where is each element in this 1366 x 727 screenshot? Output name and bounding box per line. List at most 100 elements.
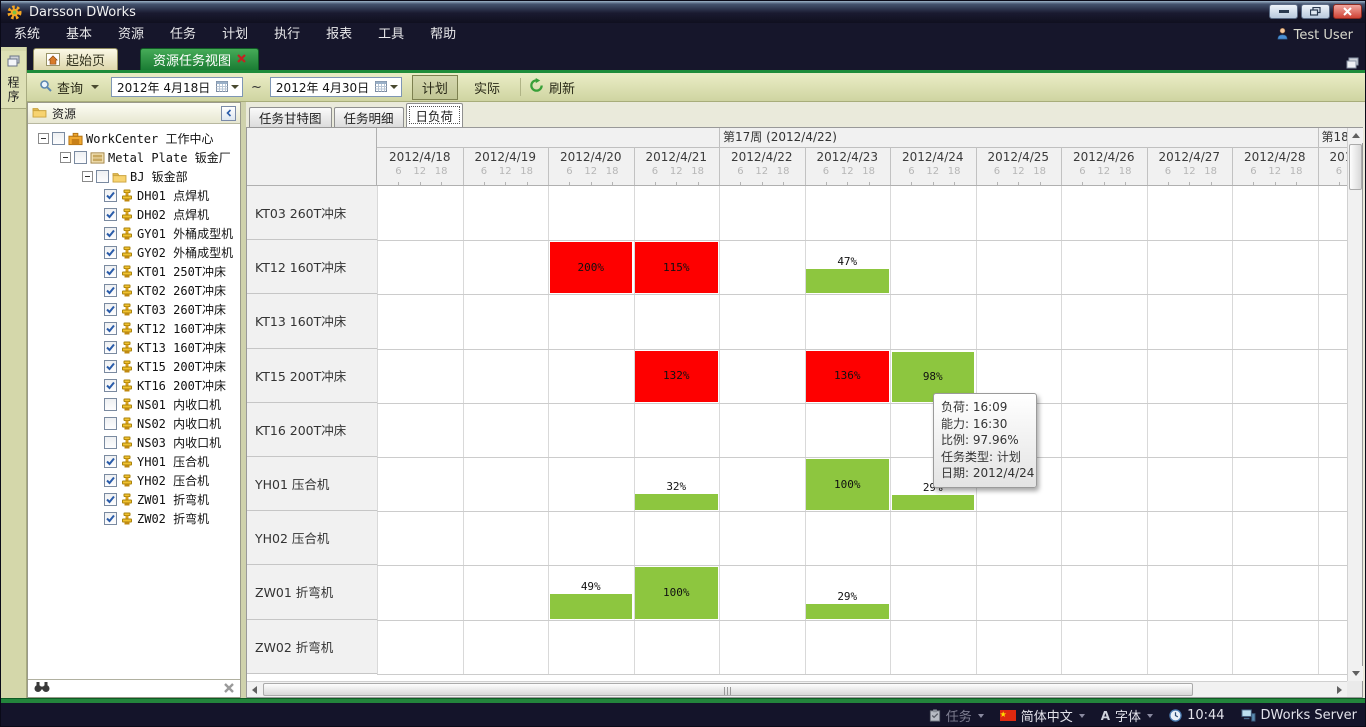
tree-checkbox[interactable] xyxy=(104,417,117,430)
tree-item[interactable]: KT01 250T冲床 xyxy=(28,262,240,281)
tree-item[interactable]: NS03 内收口机 xyxy=(28,433,240,452)
tree-item[interactable]: NS02 内收口机 xyxy=(28,414,240,433)
tree-item[interactable]: ZW01 折弯机 xyxy=(28,490,240,509)
vertical-scroll-thumb[interactable] xyxy=(1349,144,1362,190)
scroll-down-icon[interactable] xyxy=(1348,666,1363,681)
scroll-up-icon[interactable] xyxy=(1348,128,1363,143)
menu-item[interactable]: 工具 xyxy=(378,27,405,42)
date-to-input[interactable]: 2012年 4月30日 xyxy=(269,77,402,97)
tree-item[interactable]: GY02 外桶成型机 xyxy=(28,243,240,262)
tree-checkbox[interactable] xyxy=(74,151,87,164)
program-panel-tab[interactable]: 程序 xyxy=(1,51,26,109)
load-bar[interactable] xyxy=(806,459,889,511)
tree-item[interactable]: Metal Plate 钣金厂 xyxy=(28,148,240,167)
tree-checkbox[interactable] xyxy=(104,455,117,468)
tree-checkbox[interactable] xyxy=(104,493,117,506)
menu-item[interactable]: 基本 xyxy=(66,27,93,42)
load-bar[interactable] xyxy=(806,603,889,619)
tree-checkbox[interactable] xyxy=(104,360,117,373)
tree-item[interactable]: WorkCenter 工作中心 xyxy=(28,129,240,148)
tree-checkbox[interactable] xyxy=(104,398,117,411)
tree-checkbox[interactable] xyxy=(104,436,117,449)
tree-checkbox[interactable] xyxy=(104,379,117,392)
tree-checkbox[interactable] xyxy=(104,246,117,259)
tree-checkbox[interactable] xyxy=(104,341,117,354)
tree-checkbox[interactable] xyxy=(104,474,117,487)
close-tab-icon[interactable] xyxy=(237,52,246,67)
close-button[interactable] xyxy=(1333,4,1362,19)
menu-item[interactable]: 帮助 xyxy=(430,27,457,42)
tab-resource-task-view[interactable]: 资源任务视图 xyxy=(140,48,260,70)
tree-item[interactable]: KT02 260T冲床 xyxy=(28,281,240,300)
tree-item[interactable]: DH01 点焊机 xyxy=(28,186,240,205)
scroll-right-icon[interactable] xyxy=(1332,682,1347,697)
search-button[interactable]: 查询 xyxy=(27,78,107,97)
load-bar[interactable] xyxy=(635,242,718,294)
tree-checkbox[interactable] xyxy=(104,284,117,297)
load-bar[interactable] xyxy=(635,350,718,402)
tree-checkbox[interactable] xyxy=(52,132,65,145)
load-bar[interactable] xyxy=(549,593,632,619)
tree-checkbox[interactable] xyxy=(104,512,117,525)
panel-close-icon[interactable] xyxy=(224,682,234,696)
tree-item[interactable]: KT03 260T冲床 xyxy=(28,300,240,319)
tree-item[interactable]: KT16 200T冲床 xyxy=(28,376,240,395)
load-bar[interactable] xyxy=(549,242,632,294)
tree-item[interactable]: ZW02 折弯机 xyxy=(28,509,240,528)
actual-mode-button[interactable]: 实际 xyxy=(473,81,500,97)
status-item[interactable]: 任务 xyxy=(929,706,984,725)
tree-checkbox[interactable] xyxy=(104,265,117,278)
tree-item[interactable]: KT15 200T冲床 xyxy=(28,357,240,376)
load-bar[interactable] xyxy=(635,493,718,511)
tree-checkbox[interactable] xyxy=(104,208,117,221)
collapse-left-icon[interactable] xyxy=(221,105,236,121)
status-item[interactable]: A 字体 xyxy=(1101,706,1154,725)
refresh-button[interactable]: 刷新 xyxy=(529,77,575,97)
status-item[interactable]: 简体中文 xyxy=(999,706,1085,725)
horizontal-scrollbar[interactable] xyxy=(247,681,1347,697)
collapse-node-icon[interactable] xyxy=(60,152,71,163)
tree-checkbox[interactable] xyxy=(104,227,117,240)
load-bar[interactable] xyxy=(806,350,889,402)
vertical-scrollbar[interactable] xyxy=(1347,128,1363,681)
row-divider xyxy=(377,511,1347,513)
scroll-left-icon[interactable] xyxy=(247,682,262,697)
tree-checkbox[interactable] xyxy=(104,322,117,335)
tree-item[interactable]: BJ 钣金部 xyxy=(28,167,240,186)
menu-item[interactable]: 执行 xyxy=(274,27,301,42)
collapse-node-icon[interactable] xyxy=(38,133,49,144)
tree-item[interactable]: NS01 内收口机 xyxy=(28,395,240,414)
tree-item[interactable]: YH02 压合机 xyxy=(28,471,240,490)
collapse-node-icon[interactable] xyxy=(82,171,93,182)
load-bar[interactable] xyxy=(806,269,889,294)
panel-splitter[interactable] xyxy=(241,102,246,698)
menu-item[interactable]: 资源 xyxy=(118,27,145,42)
binoculars-icon[interactable] xyxy=(34,681,50,696)
tab-daily-load[interactable]: 日负荷 xyxy=(405,103,464,127)
user-badge[interactable]: Test User xyxy=(1276,23,1353,47)
menu-item[interactable]: 系统 xyxy=(14,27,41,42)
tab-task-detail[interactable]: 任务明细 xyxy=(333,107,404,127)
tab-home-page[interactable]: 起始页 xyxy=(33,48,119,70)
load-bar[interactable] xyxy=(635,567,718,619)
window-list-icon[interactable] xyxy=(1346,57,1359,72)
tree-item[interactable]: YH01 压合机 xyxy=(28,452,240,471)
tree-item[interactable]: DH02 点焊机 xyxy=(28,205,240,224)
tree-item[interactable]: KT13 160T冲床 xyxy=(28,338,240,357)
menu-item[interactable]: 任务 xyxy=(170,27,197,42)
horizontal-scroll-thumb[interactable] xyxy=(263,683,1193,696)
plan-mode-button[interactable]: 计划 xyxy=(411,74,458,100)
restore-button[interactable] xyxy=(1301,4,1330,19)
menu-item[interactable]: 报表 xyxy=(326,27,353,42)
hour-tick-mark xyxy=(761,182,763,186)
menu-item[interactable]: 计划 xyxy=(222,27,249,42)
date-from-input[interactable]: 2012年 4月18日 xyxy=(111,77,244,97)
tab-task-gantt[interactable]: 任务甘特图 xyxy=(249,107,332,127)
tree-checkbox[interactable] xyxy=(96,170,109,183)
tree-checkbox[interactable] xyxy=(104,303,117,316)
load-bar[interactable] xyxy=(891,495,974,511)
minimize-button[interactable] xyxy=(1269,4,1298,19)
tree-item[interactable]: KT12 160T冲床 xyxy=(28,319,240,338)
tree-checkbox[interactable] xyxy=(104,189,117,202)
tree-item[interactable]: GY01 外桶成型机 xyxy=(28,224,240,243)
